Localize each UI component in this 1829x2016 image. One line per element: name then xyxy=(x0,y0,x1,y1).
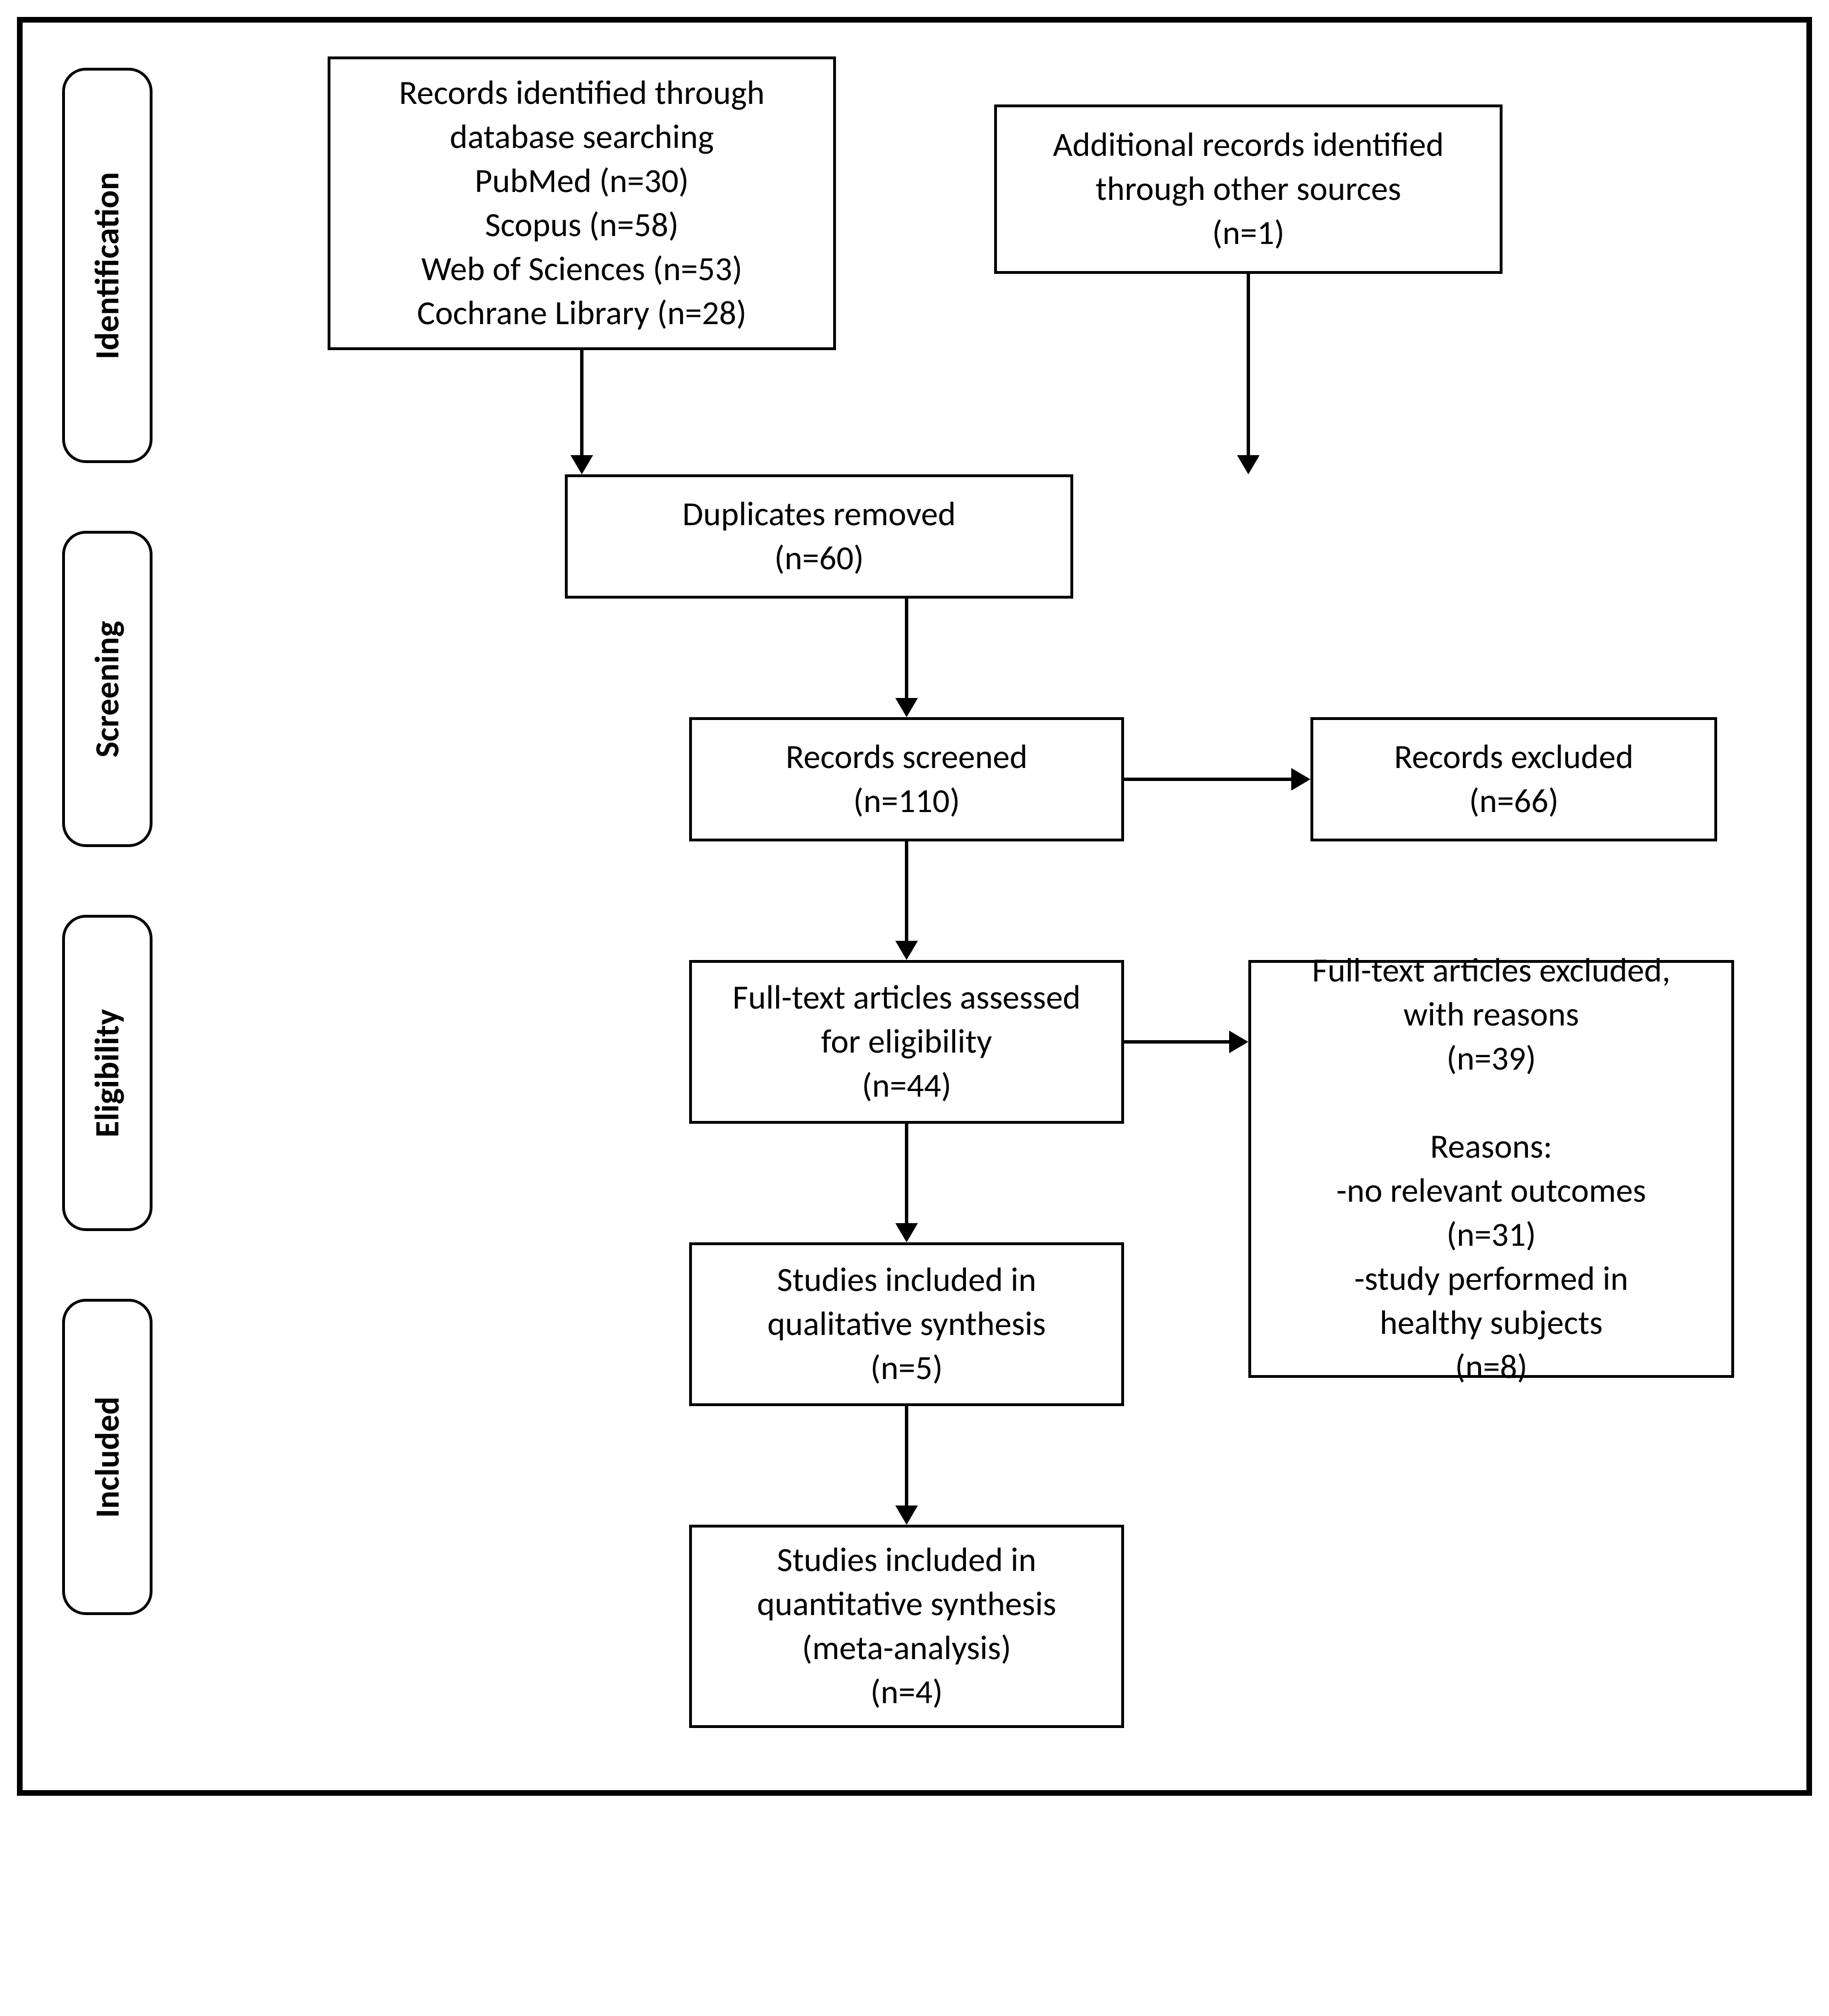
box-line: (n=39) xyxy=(1447,1037,1536,1081)
box-line: Full-text articles excluded, xyxy=(1312,949,1670,993)
box-line: Studies included in xyxy=(777,1258,1036,1302)
box-line: Records screened xyxy=(786,735,1027,779)
box-line: through other sources xyxy=(1095,167,1401,211)
arrow-a3-head xyxy=(895,698,918,717)
box-line: (n=1) xyxy=(1212,211,1284,255)
stage-label-identification: Identification xyxy=(62,68,153,463)
box-line: with reasons xyxy=(1404,993,1579,1037)
arrow-a5-line xyxy=(905,841,908,943)
arrow-a8-head xyxy=(895,1506,918,1525)
diagram-frame: Identification Screening Eligibility Includ… xyxy=(17,17,1812,1796)
box-fulltext-assessed: Full-text articles assessedfor eligibili… xyxy=(689,960,1124,1124)
box-line: (n=8) xyxy=(1455,1345,1527,1389)
box-line: Scopus (n=58) xyxy=(485,203,679,247)
box-line: healthy subjects xyxy=(1380,1301,1603,1345)
box-records-excluded: Records excluded(n=66) xyxy=(1310,717,1717,841)
box-line: (n=4) xyxy=(870,1670,943,1714)
box-qualitative-synthesis: Studies included inqualitative synthesis… xyxy=(689,1242,1124,1406)
box-fulltext-excluded: Full-text articles excluded,with reasons… xyxy=(1248,960,1734,1378)
box-line: for eligibility xyxy=(821,1020,992,1064)
box-line: (n=44) xyxy=(862,1064,952,1108)
arrow-a5-head xyxy=(895,941,918,960)
box-line: Reasons: xyxy=(1430,1125,1552,1169)
arrow-a3-line xyxy=(905,599,908,700)
box-line: (meta-analysis) xyxy=(802,1626,1011,1670)
box-line: (n=5) xyxy=(870,1346,943,1390)
box-line: -study performed in xyxy=(1354,1257,1628,1301)
arrow-a8-line xyxy=(905,1406,908,1508)
stage-label-text: Included xyxy=(87,1397,128,1518)
arrow-a4-line xyxy=(1124,778,1294,781)
box-line: Duplicates removed xyxy=(682,492,956,536)
arrow-a2-head xyxy=(1237,455,1260,474)
stage-label-included: Included xyxy=(62,1299,153,1615)
box-records-identified: Records identified throughdatabase searc… xyxy=(328,56,836,350)
box-line: (n=110) xyxy=(853,779,960,823)
stage-label-text: Identification xyxy=(87,172,128,359)
box-line xyxy=(1487,1081,1495,1125)
arrow-a7-head xyxy=(895,1223,918,1242)
box-line: quantitative synthesis xyxy=(757,1582,1056,1626)
box-line: database searching xyxy=(450,115,714,159)
arrow-a6-head xyxy=(1229,1031,1248,1053)
box-line: Studies included in xyxy=(777,1538,1036,1582)
stage-label-eligibility: Eligibility xyxy=(62,915,153,1231)
arrow-a1-head xyxy=(571,455,593,474)
stage-label-text: Screening xyxy=(87,621,128,757)
arrow-a4-head xyxy=(1291,768,1310,791)
box-line: PubMed (n=30) xyxy=(475,159,689,203)
box-line: qualitative synthesis xyxy=(768,1302,1046,1346)
box-duplicates-removed: Duplicates removed(n=60) xyxy=(565,474,1073,599)
arrow-a6-line xyxy=(1124,1040,1231,1044)
box-records-screened: Records screened(n=110) xyxy=(689,717,1124,841)
stage-label-screening: Screening xyxy=(62,531,153,847)
box-line: Additional records identified xyxy=(1053,123,1444,167)
stage-label-text: Eligibility xyxy=(87,1009,128,1137)
box-line: Full-text articles assessed xyxy=(733,976,1081,1020)
box-line: -no relevant outcomes xyxy=(1336,1169,1646,1213)
arrow-a7-line xyxy=(905,1124,908,1225)
box-line: Records identified through xyxy=(399,71,764,115)
box-line: Records excluded xyxy=(1394,735,1634,779)
box-line: Cochrane Library (n=28) xyxy=(417,291,746,335)
box-line: (n=31) xyxy=(1447,1213,1536,1257)
box-line: (n=60) xyxy=(774,536,864,581)
box-line: Web of Sciences (n=53) xyxy=(421,247,743,291)
box-additional-records: Additional records identifiedthrough oth… xyxy=(994,104,1503,274)
arrow-a1-line xyxy=(580,350,583,457)
arrow-a2-line xyxy=(1247,274,1250,457)
box-quantitative-synthesis: Studies included inquantitative synthesi… xyxy=(689,1525,1124,1728)
box-line: (n=66) xyxy=(1469,779,1559,823)
